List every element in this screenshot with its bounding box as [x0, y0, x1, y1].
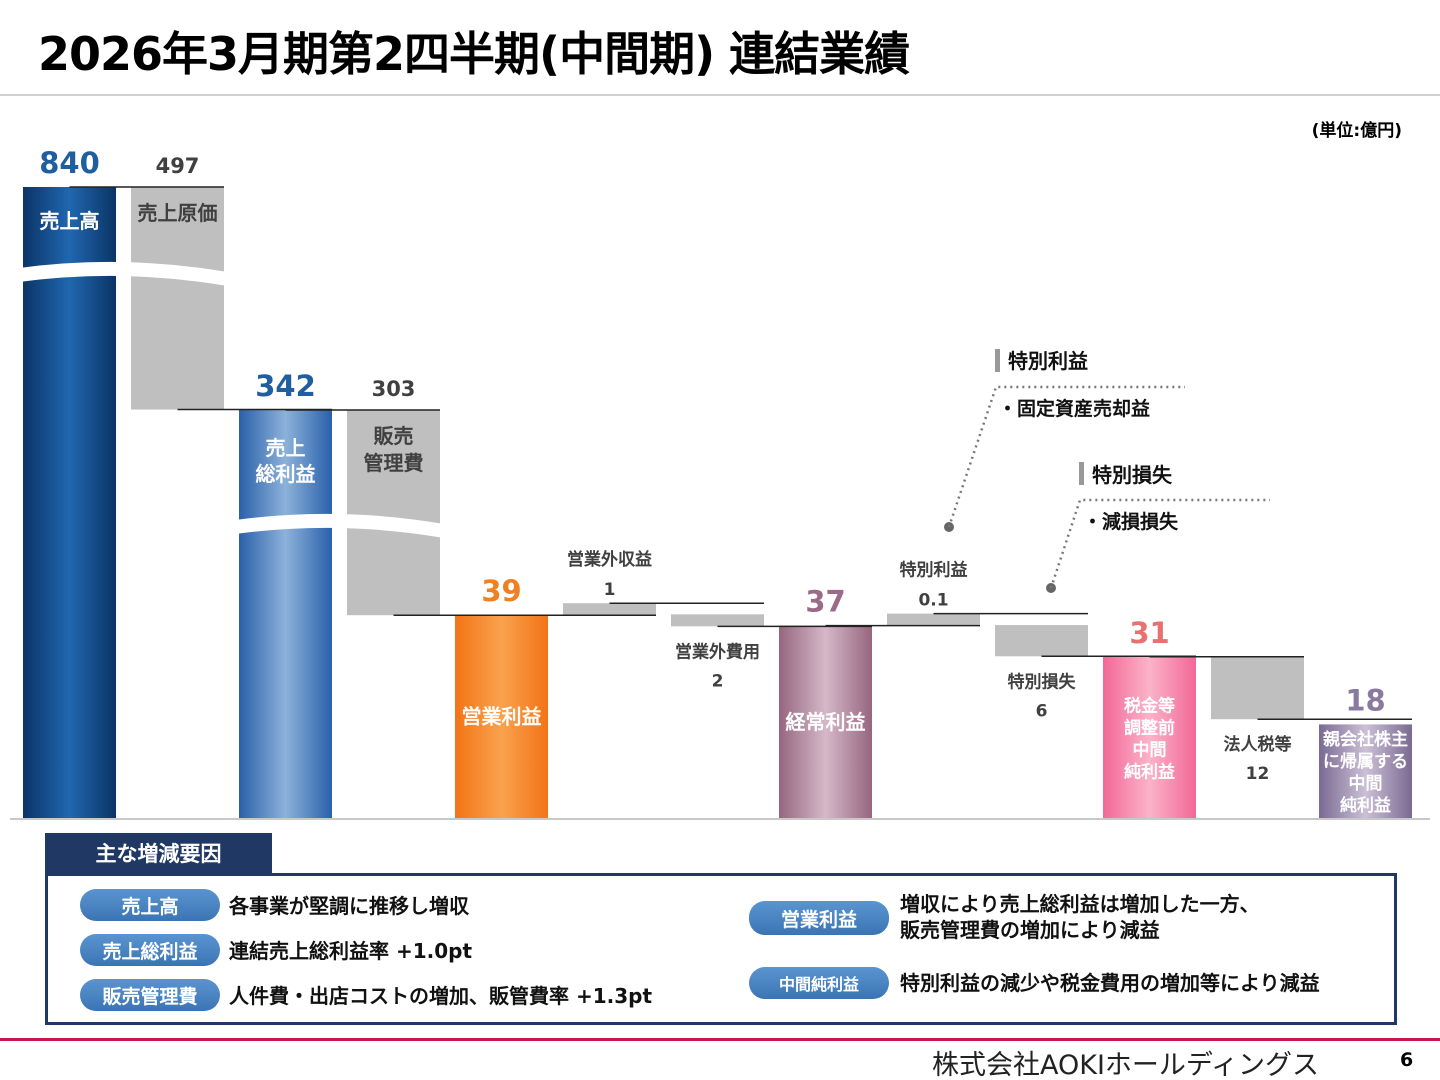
bar-label: 販売	[374, 424, 414, 448]
factor-text-sales: 各事業が堅調に推移し増収	[229, 894, 469, 918]
callout-heading: 特別利益	[1008, 349, 1088, 373]
bar-label: 税金等	[1124, 695, 1175, 716]
page-number: 6	[1400, 1049, 1414, 1071]
bar-total-10	[1103, 656, 1196, 818]
bar-decrease-9	[995, 625, 1088, 657]
callout-marker	[995, 349, 1000, 372]
bar-total-12	[1319, 724, 1412, 818]
value-label: 840	[39, 146, 100, 180]
bar-label: 純利益	[1124, 761, 1175, 782]
value-label: 0.1	[918, 591, 948, 611]
value-label: 37	[805, 585, 845, 619]
bar-label: 特別利益	[900, 560, 968, 581]
bar-decrease-11	[1211, 656, 1304, 720]
factor-tag-operating-profit: 営業利益	[749, 901, 889, 935]
waterfall-chart: 売上高 840 売上原価 497 売上総利益 342 販売管理費 303 営業利益 39 営業外収益…	[10, 146, 1430, 820]
value-label: 303	[372, 377, 416, 401]
bar-label: 営業外収益	[567, 549, 652, 570]
bar-label: 中間	[1349, 773, 1383, 794]
value-label: 497	[156, 154, 200, 178]
bar-total-0	[23, 187, 116, 818]
bar-label: 売上高	[40, 209, 100, 233]
factors-heading: 主な増減要因	[45, 833, 272, 873]
bar-label: 法人税等	[1224, 734, 1292, 755]
bar-label: 営業外費用	[675, 641, 760, 662]
callout-line	[947, 385, 1185, 528]
bar-decrease-6	[671, 614, 764, 627]
bar-total-4	[455, 615, 548, 818]
callout-line	[1049, 498, 1270, 589]
axis-break	[19, 261, 228, 286]
factor-tag-gross-profit: 売上総利益	[80, 934, 220, 966]
company-name: 株式会社AOKIホールディングス	[932, 1050, 1320, 1080]
bar-label: 親会社株主	[1323, 729, 1408, 750]
bar-total-7	[779, 625, 872, 818]
page-title: 2026年3月期第2四半期(中間期) 連結業績	[38, 27, 910, 81]
factor-text-gross-profit: 連結売上総利益率 +1.0pt	[229, 939, 473, 963]
callouts: 特別利益 ・固定資産売却益 特別損失 ・減損損失	[944, 349, 1270, 593]
bar-label: 中間	[1133, 739, 1167, 760]
title-divider	[0, 94, 1440, 96]
value-label: 12	[1246, 764, 1270, 784]
bar-label: 純利益	[1340, 795, 1391, 816]
value-label: 31	[1129, 616, 1169, 650]
bar-increase-8	[887, 613, 980, 626]
factor-text-operating-profit-2: 販売管理費の増加により減益	[900, 918, 1160, 942]
factor-text-net-income: 特別利益の減少や税金費用の増加等により減益	[900, 971, 1320, 995]
factor-text-sga: 人件費・出店コストの増加、販管費率 +1.3pt	[229, 984, 653, 1008]
axis-break	[235, 513, 444, 538]
value-label: 18	[1345, 683, 1385, 717]
bar-label: 営業利益	[462, 705, 542, 729]
bar-decrease-3	[347, 410, 440, 616]
bar-label: に帰属する	[1323, 752, 1408, 772]
callout-marker	[1079, 462, 1084, 485]
bar-label: 売上原価	[138, 201, 218, 225]
bar-label: 売上	[266, 436, 306, 460]
bar-label: 総利益	[256, 462, 316, 486]
callout-item: ・減損損失	[1083, 510, 1179, 533]
bar-label: 調整前	[1124, 717, 1175, 738]
bar-label: 経常利益	[786, 710, 866, 734]
factor-tag-net-income: 中間純利益	[749, 967, 889, 999]
value-label: 6	[1036, 701, 1048, 721]
unit-label: (単位:億円)	[1311, 121, 1402, 141]
value-label: 342	[255, 369, 316, 403]
factors-box	[45, 873, 1397, 1025]
bar-decrease-1	[131, 187, 224, 410]
factor-tag-sales: 売上高	[80, 889, 220, 921]
factor-text-operating-profit-1: 増収により売上総利益は増加した一方、	[900, 892, 1260, 916]
footer-divider	[0, 1038, 1440, 1041]
bar-total-2	[239, 410, 332, 818]
callout-heading: 特別損失	[1092, 463, 1173, 487]
factor-tag-sga: 販売管理費	[80, 979, 220, 1011]
bar-label: 特別損失	[1008, 671, 1077, 692]
value-label: 39	[481, 574, 521, 608]
callout-item: ・固定資産売却益	[998, 397, 1150, 420]
value-label: 1	[604, 580, 616, 600]
value-label: 2	[712, 671, 724, 691]
bar-label: 管理費	[364, 451, 424, 475]
bar-increase-5	[563, 603, 656, 616]
